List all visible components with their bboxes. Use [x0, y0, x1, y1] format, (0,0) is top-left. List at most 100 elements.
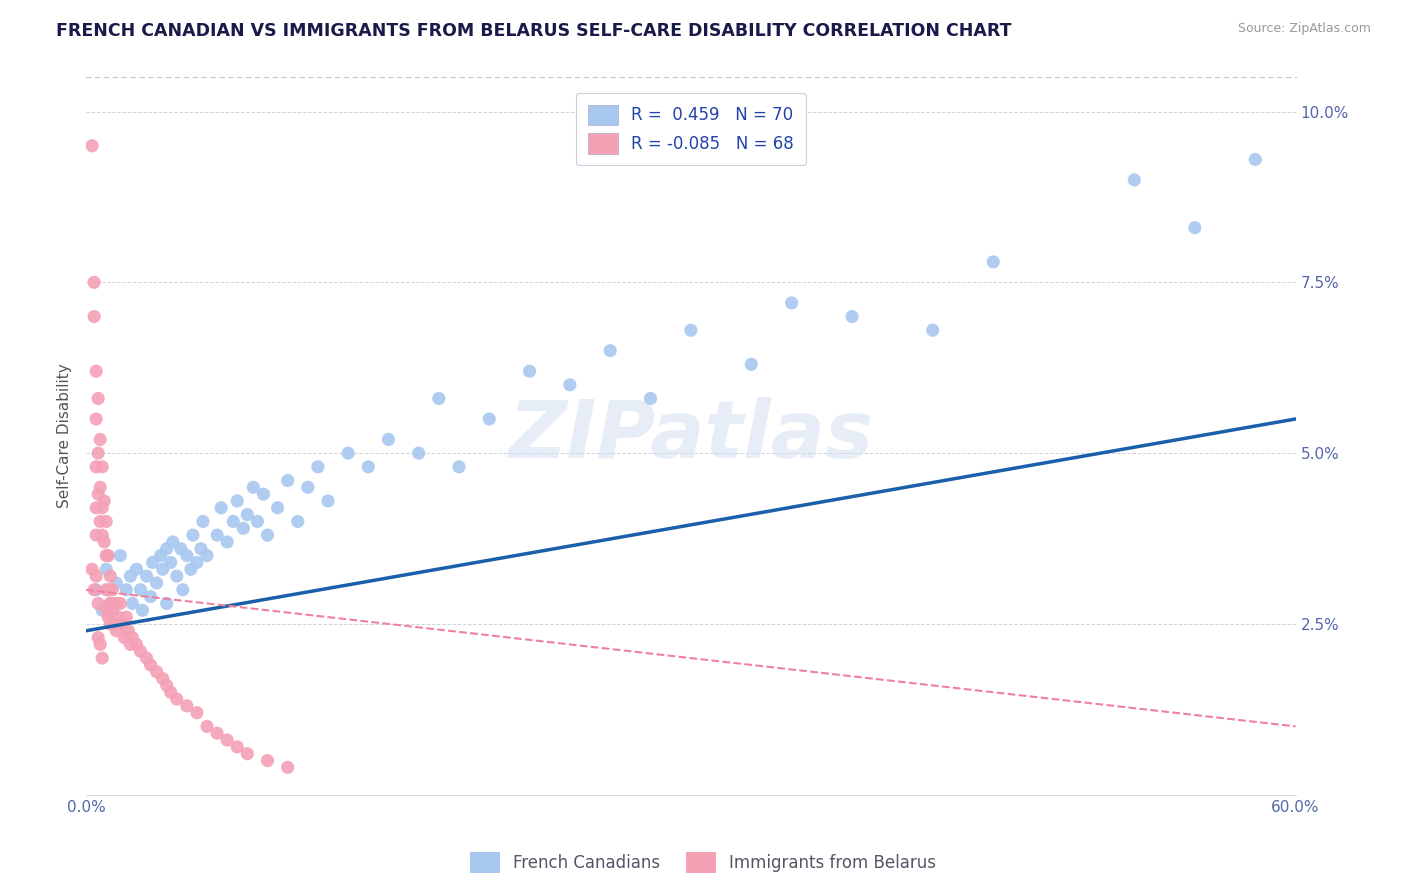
Point: [84, 569, 107, 583]
Point: [176, 698, 198, 713]
Point: [87, 446, 110, 460]
Point: [107, 610, 129, 624]
Point: [83, 582, 105, 597]
Point: [112, 631, 135, 645]
Point: [176, 549, 198, 563]
Point: [519, 364, 541, 378]
Point: [135, 651, 157, 665]
Point: [111, 616, 134, 631]
Point: [84, 528, 107, 542]
Point: [447, 459, 470, 474]
Point: [408, 446, 430, 460]
Point: [186, 706, 208, 720]
Point: [105, 596, 128, 610]
Point: [232, 521, 254, 535]
Point: [96, 549, 118, 563]
Point: [87, 487, 110, 501]
Point: [780, 296, 803, 310]
Point: [98, 596, 121, 610]
Point: [252, 487, 274, 501]
Point: [195, 719, 218, 733]
Point: [84, 459, 107, 474]
Point: [83, 310, 105, 324]
Point: [162, 535, 184, 549]
Point: [478, 412, 501, 426]
Point: [181, 528, 204, 542]
Point: [111, 616, 134, 631]
Point: [277, 474, 299, 488]
Point: [222, 515, 245, 529]
Text: ZIPatlas: ZIPatlas: [509, 397, 873, 475]
Point: [84, 582, 107, 597]
Point: [84, 500, 107, 515]
Point: [96, 582, 118, 597]
Point: [125, 562, 148, 576]
Point: [82, 562, 104, 576]
Point: [159, 685, 181, 699]
Point: [121, 631, 143, 645]
Point: [139, 590, 162, 604]
Point: [129, 644, 152, 658]
Point: [87, 392, 110, 406]
Point: [83, 276, 105, 290]
Point: [166, 569, 188, 583]
Point: [266, 500, 288, 515]
Text: Source: ZipAtlas.com: Source: ZipAtlas.com: [1237, 22, 1371, 36]
Point: [236, 747, 259, 761]
Point: [149, 549, 172, 563]
Point: [96, 515, 118, 529]
Point: [156, 541, 179, 556]
Point: [142, 556, 165, 570]
Point: [186, 556, 208, 570]
Point: [98, 596, 121, 610]
Point: [97, 549, 120, 563]
Point: [217, 733, 239, 747]
Point: [190, 541, 212, 556]
Point: [191, 515, 214, 529]
Point: [120, 637, 142, 651]
Point: [180, 562, 202, 576]
Point: [740, 357, 762, 371]
Point: [427, 392, 450, 406]
Point: [115, 582, 138, 597]
Point: [89, 637, 111, 651]
Point: [921, 323, 943, 337]
Point: [115, 610, 138, 624]
Point: [97, 610, 120, 624]
Point: [145, 665, 167, 679]
Point: [93, 535, 115, 549]
Point: [195, 549, 218, 563]
Point: [103, 596, 125, 610]
Point: [98, 569, 121, 583]
Point: [135, 569, 157, 583]
Y-axis label: Self-Care Disability: Self-Care Disability: [58, 364, 72, 508]
Point: [87, 596, 110, 610]
Point: [166, 692, 188, 706]
Point: [277, 760, 299, 774]
Point: [98, 616, 121, 631]
Point: [170, 541, 193, 556]
Point: [84, 364, 107, 378]
Point: [205, 528, 228, 542]
Legend: R =  0.459   N = 70, R = -0.085   N = 68: R = 0.459 N = 70, R = -0.085 N = 68: [576, 93, 806, 165]
Point: [242, 480, 264, 494]
Point: [91, 459, 114, 474]
Point: [841, 310, 863, 324]
Text: FRENCH CANADIAN VS IMMIGRANTS FROM BELARUS SELF-CARE DISABILITY CORRELATION CHAR: FRENCH CANADIAN VS IMMIGRANTS FROM BELAR…: [56, 22, 1012, 40]
Point: [172, 582, 194, 597]
Point: [87, 631, 110, 645]
Point: [121, 596, 143, 610]
Legend: French Canadians, Immigrants from Belarus: French Canadians, Immigrants from Belaru…: [464, 846, 942, 880]
Point: [91, 528, 114, 542]
Point: [125, 637, 148, 651]
Point: [1244, 153, 1267, 167]
Point: [209, 500, 232, 515]
Point: [159, 556, 181, 570]
Point: [981, 255, 1004, 269]
Point: [152, 562, 174, 576]
Point: [337, 446, 360, 460]
Point: [152, 672, 174, 686]
Point: [89, 433, 111, 447]
Point: [97, 582, 120, 597]
Point: [91, 500, 114, 515]
